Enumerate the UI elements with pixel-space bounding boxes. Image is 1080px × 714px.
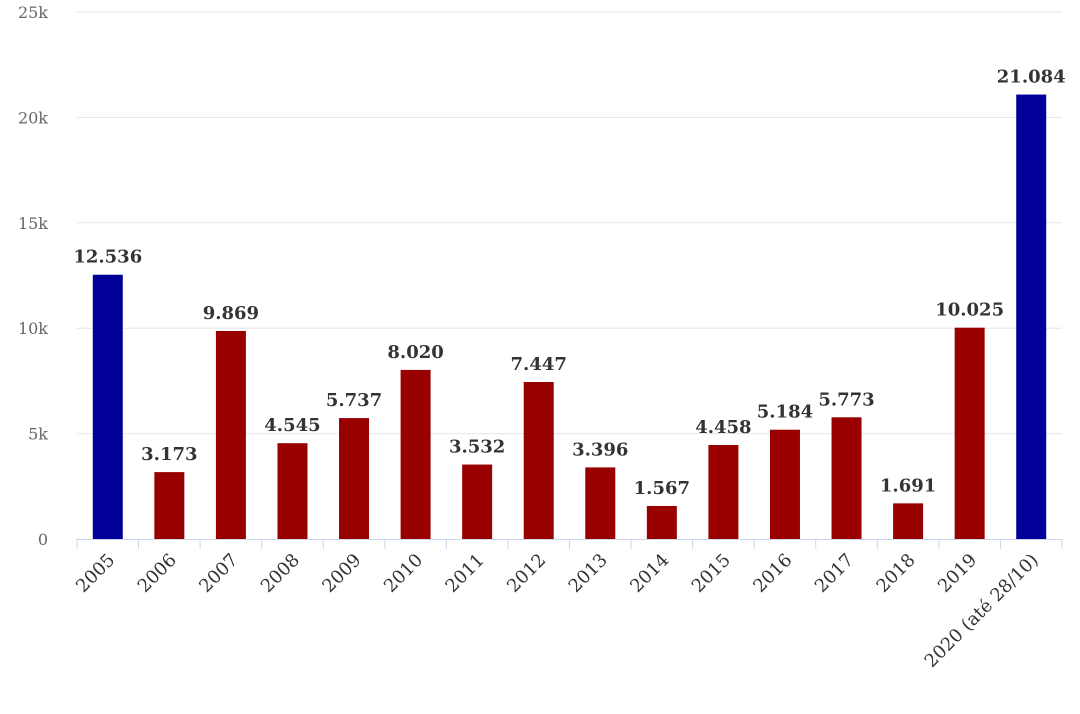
bar-2011 xyxy=(462,464,493,539)
data-label: 5.773 xyxy=(818,389,874,410)
bar-2016 xyxy=(769,429,800,539)
x-tick-label: 2006 xyxy=(134,550,181,597)
data-label: 3.396 xyxy=(572,439,628,460)
data-label: 5.737 xyxy=(326,390,382,411)
x-tick-label: 2018 xyxy=(872,550,919,597)
bar-2012 xyxy=(523,382,554,539)
bar-2008 xyxy=(277,443,308,539)
x-tick-label: 2020 (até 28/10) xyxy=(921,550,1043,672)
x-tick-label: 2019 xyxy=(934,550,981,597)
x-tick-label: 2008 xyxy=(257,550,304,597)
data-label: 1.691 xyxy=(880,475,936,496)
bar-2005 xyxy=(92,274,123,539)
x-tick-label: 2005 xyxy=(72,550,119,597)
y-axis-ticks: 0 5k 10k 15k 20k 25k xyxy=(18,3,48,549)
y-tick-label: 0 xyxy=(38,530,48,549)
data-label: 12.536 xyxy=(73,247,142,268)
data-label: 9.869 xyxy=(203,303,259,324)
y-tick-label: 10k xyxy=(18,319,48,338)
y-tick-label: 15k xyxy=(18,214,48,233)
data-label: 8.020 xyxy=(387,342,443,363)
x-tick-label: 2012 xyxy=(503,550,550,597)
x-tick-label: 2010 xyxy=(380,550,427,597)
data-label: 4.458 xyxy=(695,417,751,438)
x-axis-ticks: 2005 2006 2007 2008 2009 2010 2011 2012 2013 2014… xyxy=(72,550,1043,672)
data-label: 5.184 xyxy=(757,402,813,423)
bar-2013 xyxy=(585,467,616,539)
bar-2019 xyxy=(954,327,985,539)
x-tick-label: 2014 xyxy=(626,550,673,597)
data-label: 3.532 xyxy=(449,437,505,458)
bar-2010 xyxy=(400,369,431,539)
data-label: 10.025 xyxy=(935,300,1004,321)
gridlines xyxy=(77,11,1062,435)
y-tick-label: 20k xyxy=(18,108,48,127)
data-label: 4.545 xyxy=(264,415,320,436)
y-tick-label: 5k xyxy=(28,425,48,444)
bar-2015 xyxy=(708,445,739,539)
x-tick-label: 2007 xyxy=(195,550,242,597)
data-labels: 12.536 3.173 9.869 4.545 5.737 8.020 3.532 7.44… xyxy=(73,67,1065,499)
x-tick-label: 2016 xyxy=(749,550,796,597)
data-label: 1.567 xyxy=(634,478,690,499)
x-axis xyxy=(76,539,1063,549)
x-tick-label: 2011 xyxy=(441,550,488,597)
bar-2020 xyxy=(1016,94,1047,539)
y-tick-label: 25k xyxy=(18,3,48,22)
data-label: 7.447 xyxy=(511,354,567,375)
x-tick-label: 2009 xyxy=(318,550,365,597)
x-tick-label: 2013 xyxy=(565,550,612,597)
x-tick-label: 2015 xyxy=(688,550,735,597)
x-tick-label: 2017 xyxy=(811,550,858,597)
bars xyxy=(92,94,1047,539)
bar-2007 xyxy=(215,330,246,539)
bar-2018 xyxy=(893,503,924,539)
bar-2006 xyxy=(154,472,185,539)
data-label: 21.084 xyxy=(997,67,1066,88)
bar-2009 xyxy=(339,418,370,539)
bar-2017 xyxy=(831,417,862,539)
bar-2014 xyxy=(646,505,677,539)
data-label: 3.173 xyxy=(141,444,197,465)
